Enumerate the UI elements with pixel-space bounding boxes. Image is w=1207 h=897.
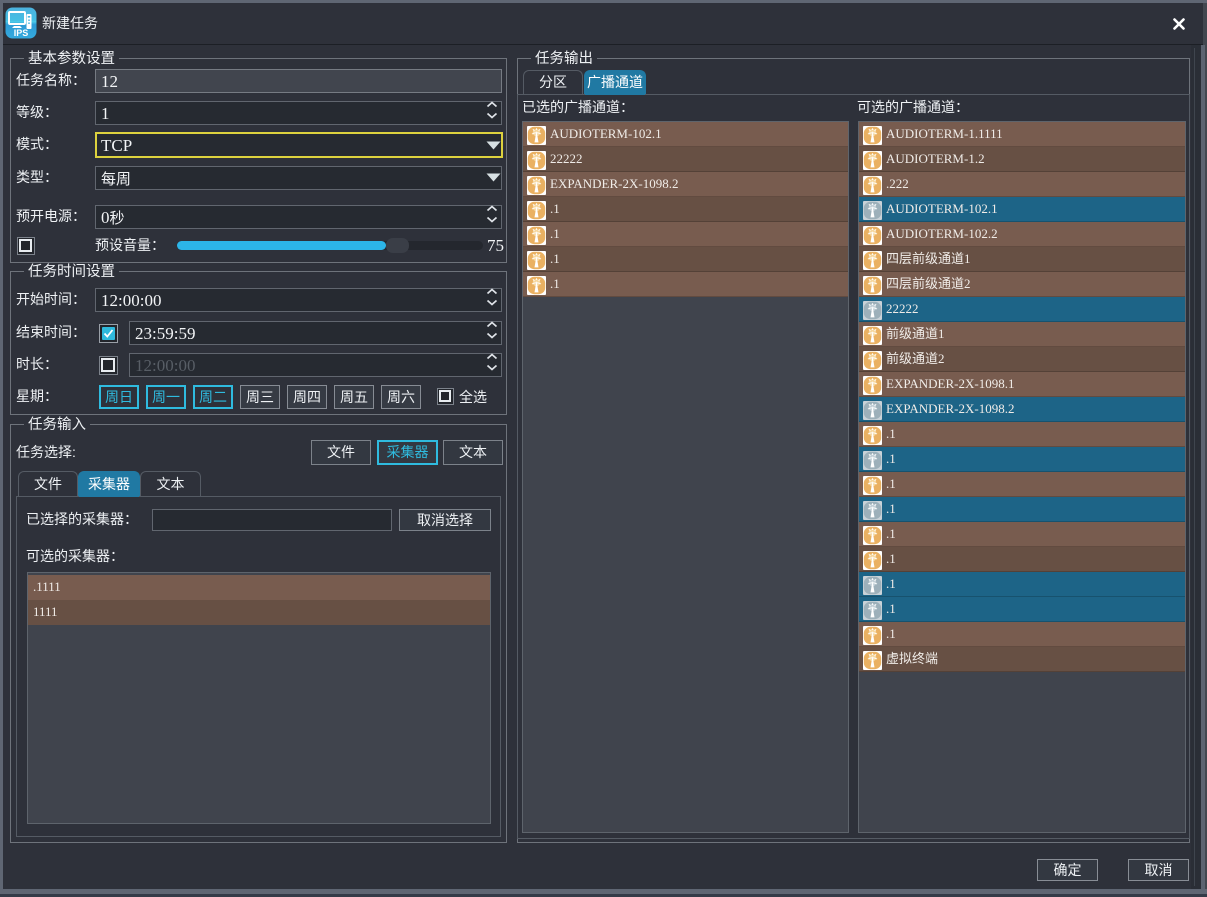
svg-text:IPS: IPS — [14, 28, 29, 38]
